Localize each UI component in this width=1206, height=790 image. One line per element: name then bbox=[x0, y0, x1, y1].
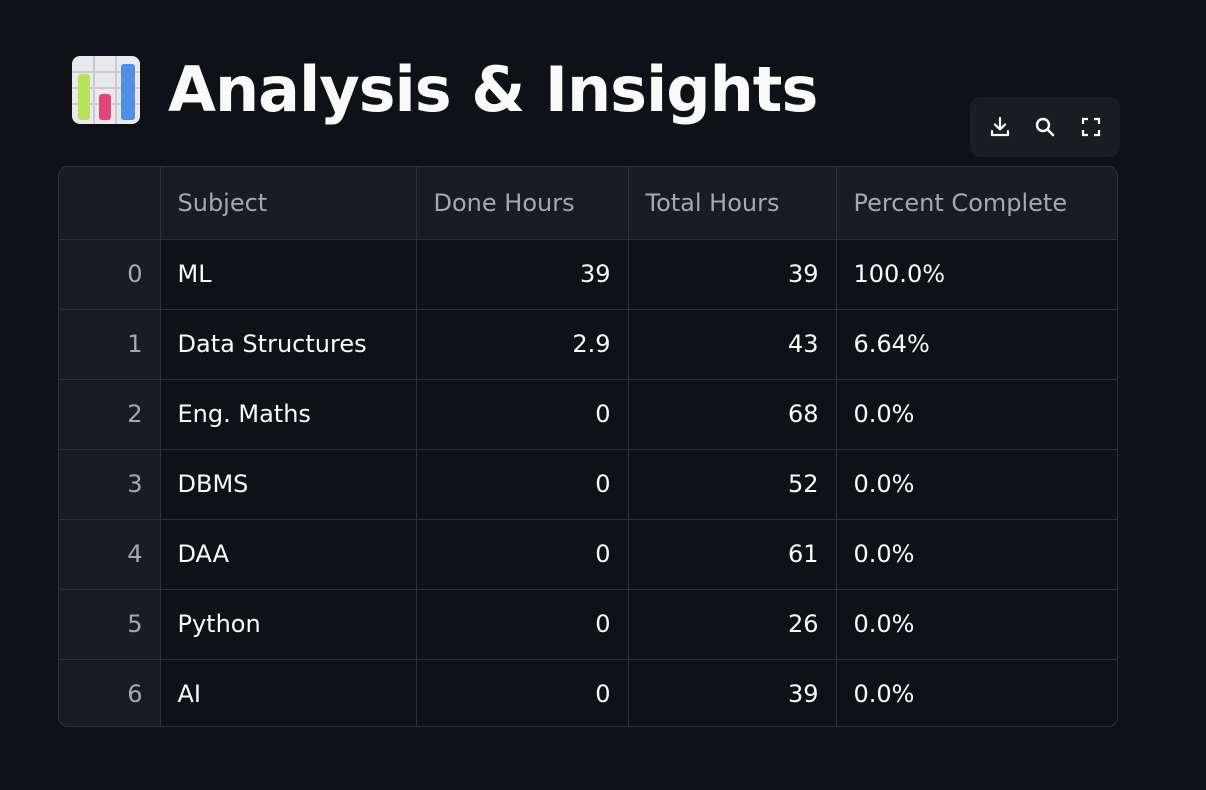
row-index[interactable]: 0 bbox=[59, 239, 161, 310]
cell-percent-complete[interactable]: 0.0% bbox=[836, 449, 1117, 520]
row-index[interactable]: 6 bbox=[59, 659, 161, 726]
data-table: Subject Done Hours Total Hours Percent C… bbox=[58, 166, 1118, 727]
row-index[interactable]: 1 bbox=[59, 309, 161, 380]
dataframe: Subject Done Hours Total Hours Percent C… bbox=[59, 167, 1117, 726]
cell-done-hours[interactable]: 0 bbox=[416, 449, 629, 520]
cell-percent-complete[interactable]: 0.0% bbox=[836, 659, 1117, 726]
download-button[interactable] bbox=[984, 111, 1016, 143]
cell-total-hours[interactable]: 39 bbox=[628, 239, 837, 310]
cell-percent-complete[interactable]: 0.0% bbox=[836, 519, 1117, 590]
table-row: 6 AI 0 39 0.0% bbox=[59, 659, 1117, 726]
fullscreen-icon bbox=[1081, 117, 1100, 137]
index-column-header[interactable] bbox=[59, 167, 161, 240]
cell-subject[interactable]: ML bbox=[160, 239, 417, 310]
cell-total-hours[interactable]: 52 bbox=[628, 449, 837, 520]
column-header-percent-complete[interactable]: Percent Complete bbox=[836, 167, 1117, 240]
table-header-row: Subject Done Hours Total Hours Percent C… bbox=[59, 167, 1117, 240]
cell-total-hours[interactable]: 61 bbox=[628, 519, 837, 590]
cell-done-hours[interactable]: 0 bbox=[416, 589, 629, 660]
table-toolbar bbox=[970, 97, 1120, 157]
column-header-total-hours[interactable]: Total Hours bbox=[628, 167, 837, 240]
cell-total-hours[interactable]: 26 bbox=[628, 589, 837, 660]
cell-done-hours[interactable]: 0 bbox=[416, 379, 629, 450]
cell-total-hours[interactable]: 39 bbox=[628, 659, 837, 726]
row-index[interactable]: 3 bbox=[59, 449, 161, 520]
cell-subject[interactable]: Python bbox=[160, 589, 417, 660]
table-row: 1 Data Structures 2.9 43 6.64% bbox=[59, 309, 1117, 380]
table-row: 4 DAA 0 61 0.0% bbox=[59, 519, 1117, 590]
row-index[interactable]: 2 bbox=[59, 379, 161, 450]
cell-percent-complete[interactable]: 0.0% bbox=[836, 379, 1117, 450]
page-header: Analysis & Insights bbox=[70, 50, 818, 130]
search-button[interactable] bbox=[1029, 111, 1061, 143]
cell-subject[interactable]: DBMS bbox=[160, 449, 417, 520]
column-header-subject[interactable]: Subject bbox=[160, 167, 417, 240]
cell-percent-complete[interactable]: 100.0% bbox=[836, 239, 1117, 310]
table-row: 2 Eng. Maths 0 68 0.0% bbox=[59, 379, 1117, 450]
cell-subject[interactable]: Eng. Maths bbox=[160, 379, 417, 450]
cell-total-hours[interactable]: 68 bbox=[628, 379, 837, 450]
cell-subject[interactable]: AI bbox=[160, 659, 417, 726]
row-index[interactable]: 4 bbox=[59, 519, 161, 590]
row-index[interactable]: 5 bbox=[59, 589, 161, 660]
cell-subject[interactable]: DAA bbox=[160, 519, 417, 590]
cell-done-hours[interactable]: 0 bbox=[416, 659, 629, 726]
column-header-done-hours[interactable]: Done Hours bbox=[416, 167, 629, 240]
table-row: 3 DBMS 0 52 0.0% bbox=[59, 449, 1117, 520]
page-title: Analysis & Insights bbox=[168, 53, 818, 126]
cell-done-hours[interactable]: 2.9 bbox=[416, 309, 629, 380]
search-icon bbox=[1035, 117, 1055, 137]
cell-percent-complete[interactable]: 0.0% bbox=[836, 589, 1117, 660]
download-icon bbox=[990, 116, 1009, 137]
table-row: 5 Python 0 26 0.0% bbox=[59, 589, 1117, 660]
cell-done-hours[interactable]: 0 bbox=[416, 519, 629, 590]
table-row: 0 ML 39 39 100.0% bbox=[59, 239, 1117, 310]
cell-total-hours[interactable]: 43 bbox=[628, 309, 837, 380]
cell-done-hours[interactable]: 39 bbox=[416, 239, 629, 310]
bar-chart-icon bbox=[72, 56, 140, 124]
cell-subject[interactable]: Data Structures bbox=[160, 309, 417, 380]
fullscreen-button[interactable] bbox=[1075, 111, 1107, 143]
cell-percent-complete[interactable]: 6.64% bbox=[836, 309, 1117, 380]
